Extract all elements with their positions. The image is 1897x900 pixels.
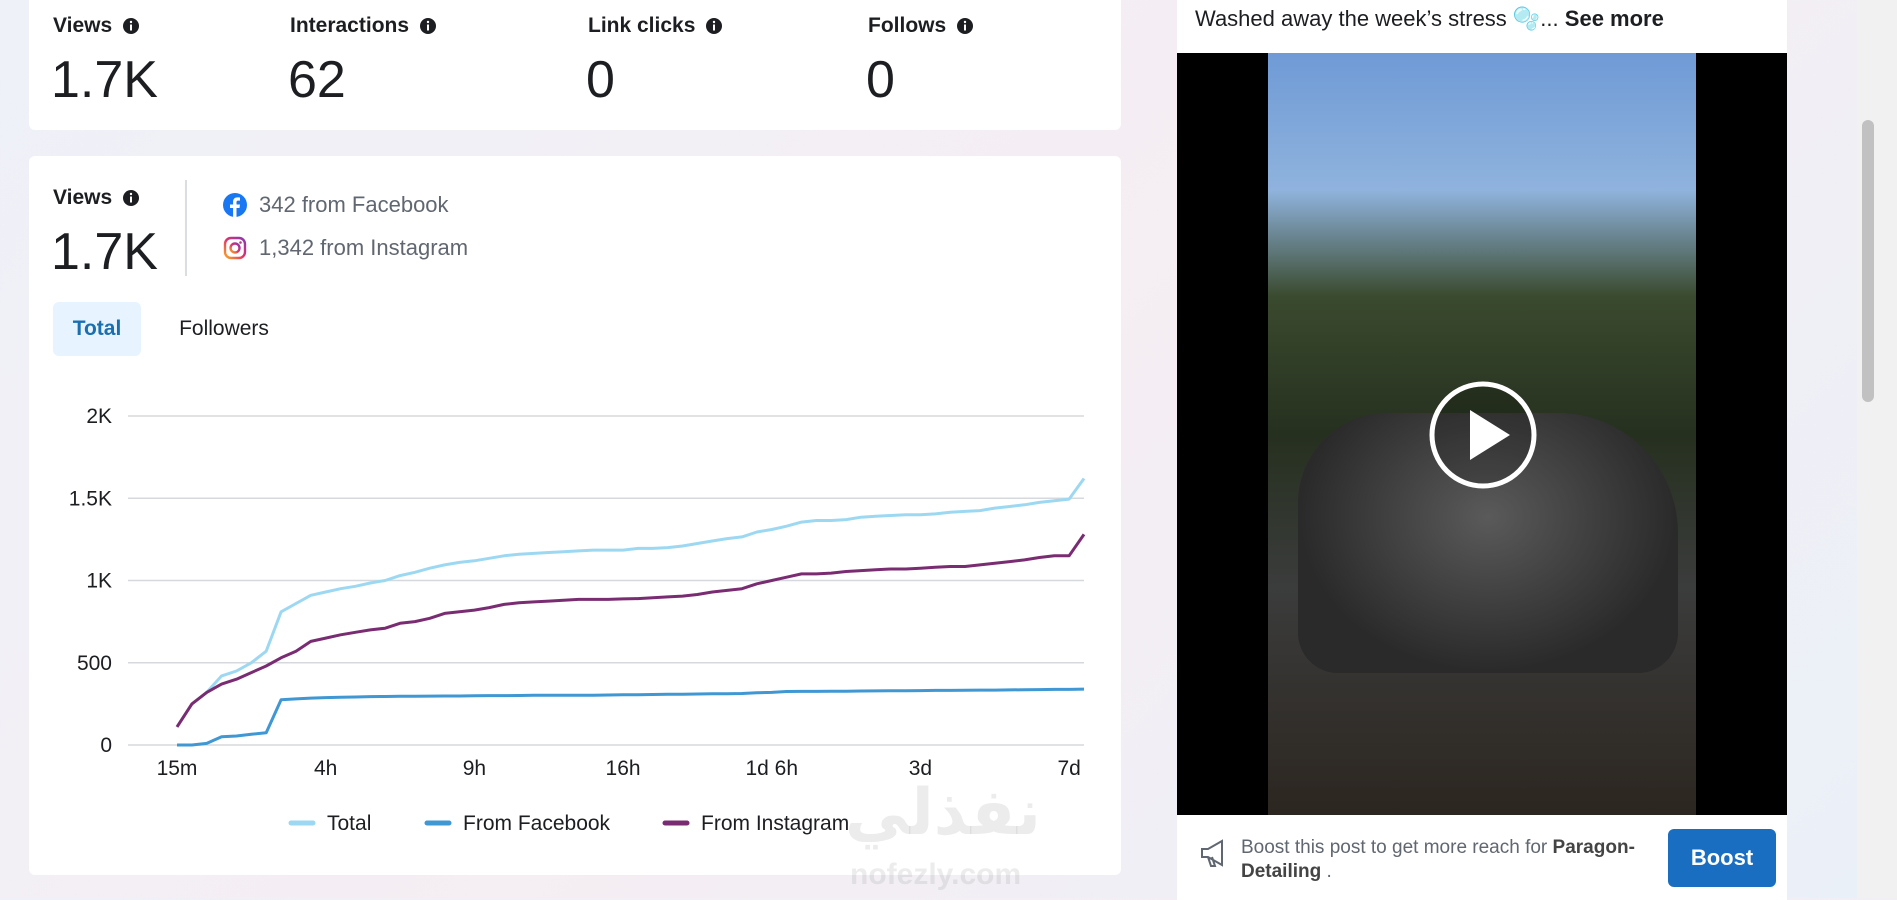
series-line [175,477,1086,728]
source-text: 1,342 from Instagram [259,235,469,260]
metric-value: 1.7K [51,51,158,109]
watermark: نفذلي [845,776,1041,848]
summary-card: Views 1.7K Interactions 62 Link clicks 0 Follo… [29,0,1121,130]
caption-text: Washed away the week’s stress 🫧... [1195,6,1559,31]
label-text: Views [53,186,113,209]
views-label: Views [53,186,140,210]
y-tick-label: 0 [100,734,112,757]
source-facebook: 342 from Facebook [223,192,449,218]
x-tick-label: 1d 6h [745,757,798,780]
label-text: Link clicks [588,14,696,37]
x-tick-label: 4h [314,757,337,780]
x-tick-label: 16h [606,757,641,780]
source-instagram: 1,342 from Instagram [223,235,468,261]
car [1298,413,1678,673]
metric-label: Follows [868,14,974,38]
metric-value: 62 [288,51,346,109]
y-tick-label: 2K [86,405,112,428]
see-more[interactable]: See more [1564,6,1664,31]
instagram-icon [223,236,247,260]
legend-label: From Facebook [463,812,611,835]
post-card: Washed away the week’s stress 🫧... See m… [1177,0,1787,900]
page-name: Paragon-Detailing [1241,837,1635,882]
play-button[interactable] [1428,380,1538,490]
tab-followers[interactable]: Followers [179,317,269,340]
legend-label: From Instagram [701,812,849,835]
info-icon[interactable] [419,17,437,35]
boost-end: . [1326,861,1332,882]
legend-label: Total [327,812,371,835]
views-value: 1.7K [51,223,158,281]
y-tick-label: 1K [86,570,112,593]
label-text: Interactions [290,14,410,37]
boost-text: Boost this post to get more reach for Pa… [1241,836,1671,884]
series-line [177,687,1085,747]
x-tick-label: 9h [463,757,486,780]
facebook-icon [223,193,247,217]
source-text: 342 from Facebook [259,192,449,217]
metric-label: Interactions [290,14,437,38]
watermark: nofezly.com [850,858,1022,891]
divider [185,180,187,276]
info-icon[interactable] [122,17,140,35]
boost-button[interactable]: Boost [1668,829,1776,887]
x-tick-label: 15m [157,757,198,780]
info-icon[interactable] [956,17,974,35]
y-tick-label: 500 [77,652,112,675]
metric-label: Views [53,14,140,38]
scroll-thumb[interactable] [1862,120,1874,402]
video[interactable] [1177,53,1787,815]
boost-message: Boost this post to get more reach for [1241,837,1548,858]
metric-label: Link clicks [588,14,723,38]
chart: 0 500 1K 1.5K 2K 15m 4h 9h 16h 1d 6h 3d 7d Total From… [69,405,1086,835]
y-tick-label: 1.5K [69,487,112,510]
label-text: Follows [868,14,947,37]
metric-value: 0 [866,51,895,109]
series-line [175,533,1086,728]
megaphone-icon [1201,839,1223,867]
tab-total[interactable]: Total [53,302,141,356]
x-tick-label: 7d [1057,757,1080,780]
caption: Washed away the week’s stress 🫧... See m… [1195,6,1664,32]
label-text: Views [53,14,113,37]
scrollbar[interactable] [1857,0,1897,898]
metric-value: 0 [586,51,615,109]
info-icon[interactable] [705,17,723,35]
x-tick-label: 3d [909,757,932,780]
views-card: Views 1.7K 342 from Facebook 1,342 from … [29,156,1121,875]
info-icon[interactable] [122,189,140,207]
